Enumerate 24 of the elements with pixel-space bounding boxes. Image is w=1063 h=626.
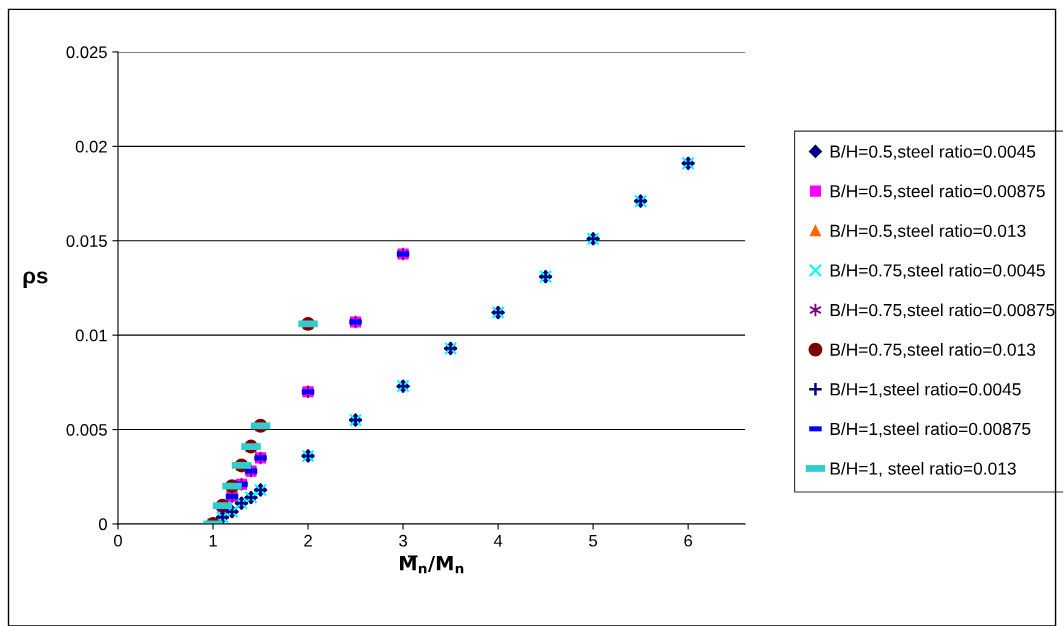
y-axis-title: ρs xyxy=(23,271,48,288)
x-axis-title: M̅$_{n}$/M$_{n}$ xyxy=(400,555,464,574)
legend-label: B/H=0.5,steel ratio=0.013 xyxy=(830,224,1026,240)
y-tick-label: 0.005 xyxy=(66,423,107,436)
x-tick-label: 2 xyxy=(304,534,312,547)
legend-label: B/H=1,steel ratio=0.00875 xyxy=(830,422,1031,438)
legend-label: B/H=0.5,steel ratio=0.00875 xyxy=(830,184,1045,200)
legend-label: B/H=0.5,steel ratio=0.0045 xyxy=(830,144,1036,160)
y-tick-label: 0.02 xyxy=(75,140,107,153)
legend-label: B/H=0.75,steel ratio=0.013 xyxy=(830,343,1036,358)
x-tick-label: 1 xyxy=(209,534,217,547)
x-tick-label: 6 xyxy=(684,534,693,547)
y-tick-label: 0 xyxy=(98,518,107,531)
y-tick-label: 0.025 xyxy=(66,46,107,59)
legend-label: B/H=1,steel ratio=0.0045 xyxy=(830,382,1021,398)
legend-label: B/H=0.75,steel ratio=0.0045 xyxy=(830,263,1045,279)
legend-label: B/H=0.75,steel ratio=0.00875 xyxy=(830,303,1055,319)
x-tick-label: 4 xyxy=(493,534,503,547)
x-tick-label: 0 xyxy=(114,534,122,547)
legend-label: B/H=1, steel ratio=0.013 xyxy=(830,461,1016,477)
y-tick-label: 0.015 xyxy=(66,235,107,247)
y-tick-label: 0.01 xyxy=(75,329,107,342)
x-tick-label: 5 xyxy=(589,534,598,547)
x-tick-label: 3 xyxy=(399,534,407,547)
